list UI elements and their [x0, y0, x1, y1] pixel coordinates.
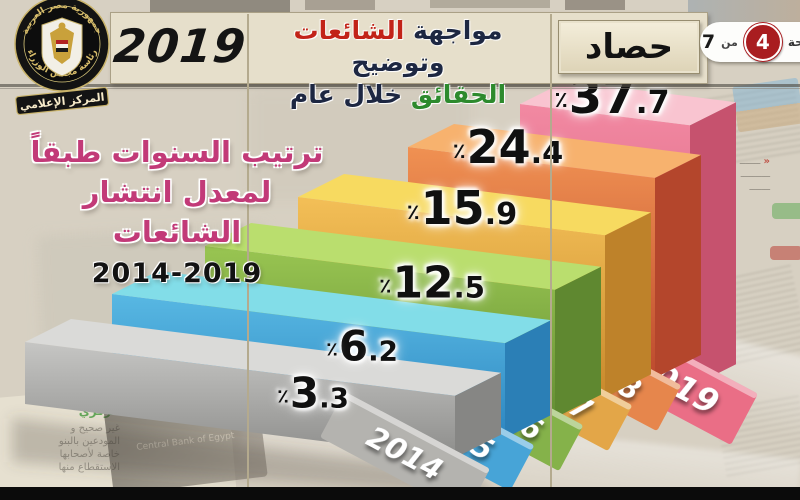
eagle-head — [58, 22, 66, 30]
chart-title-line1: ترتيب السنوات طبقاً — [30, 135, 324, 169]
page-indicator: صفحة 4 من 7 — [700, 22, 800, 62]
bar-side-face — [505, 320, 551, 439]
flag-black-stripe — [56, 48, 68, 52]
chart-title-line2: لمعدل انتشار الشائعات — [82, 175, 272, 249]
chart-title-range: 2014-2019 — [91, 258, 263, 289]
current-page-number: 4 — [755, 30, 770, 54]
section-badge-text: حصاد — [584, 27, 674, 67]
title-word-rumors: الشائعات — [293, 16, 405, 45]
total-pages: 7 — [701, 31, 716, 53]
title-word: مواجهة — [413, 16, 503, 45]
page-title: مواجهة الشائعات وتوضيح الحقائق خلال عام — [252, 15, 544, 109]
bar-side-face — [605, 212, 651, 398]
of-word: من — [721, 35, 738, 49]
current-page-badge: 4 — [743, 23, 782, 61]
government-emblem: جمهورية مصر العربية رئاسة مجلس الوزراء ا… — [14, 0, 110, 116]
bar-side-face — [555, 266, 601, 418]
title-word: خلال عام — [289, 80, 403, 109]
flag-white-stripe — [56, 44, 68, 48]
chart-title: ترتيب السنوات طبقاً لمعدل انتشار الشائعا… — [22, 132, 332, 294]
section-badge-hasad: حصاد — [558, 20, 700, 74]
bar-side-face — [455, 372, 501, 458]
year-strip-face — [321, 392, 489, 500]
bar-top-face — [205, 223, 601, 290]
bar-side-face — [690, 102, 736, 388]
page-word: صفحة — [787, 35, 800, 49]
title-word-facts: الحقائق — [410, 80, 507, 109]
year-strip-highlight — [342, 392, 489, 474]
bottom-black-bar — [0, 487, 800, 500]
emblem-ribbon — [15, 86, 110, 116]
header-separator — [550, 14, 552, 494]
bar-top-face — [298, 174, 651, 236]
bar-side-face — [655, 154, 701, 378]
year-logo-text: 2019 — [111, 19, 249, 73]
bar-top-face — [520, 81, 736, 126]
bar-top-face — [408, 124, 701, 178]
title-word: وتوضيح — [351, 48, 445, 77]
year-logo-2019: 2019 — [111, 14, 249, 78]
header-rule — [0, 88, 800, 89]
header-rule — [0, 84, 800, 87]
flag-red-stripe — [56, 40, 68, 44]
